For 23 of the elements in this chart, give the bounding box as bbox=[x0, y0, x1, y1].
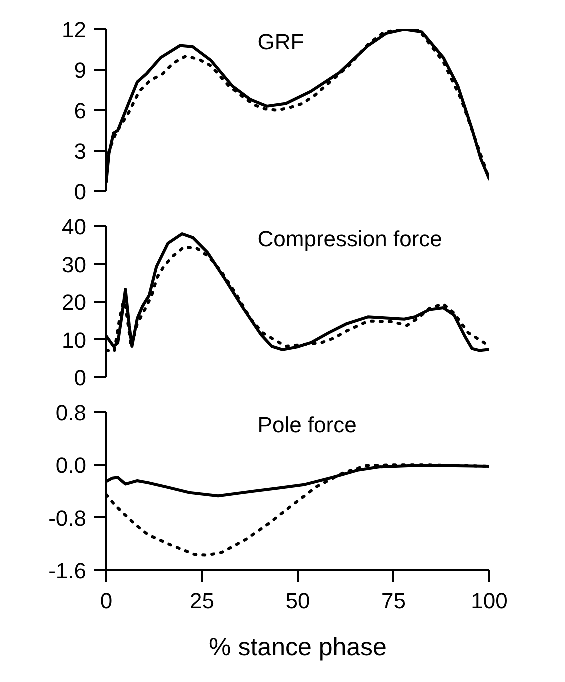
x-axis-title: % stance phase bbox=[209, 634, 387, 662]
y-tick-label: 10 bbox=[62, 328, 87, 353]
x-tick-label: 50 bbox=[286, 588, 310, 614]
y-tick-label: 6 bbox=[74, 98, 87, 124]
x-tick-label: 0 bbox=[100, 588, 113, 614]
chart-title: GRF bbox=[258, 30, 304, 54]
y-tick-label: -0.8 bbox=[48, 506, 87, 531]
x-tick-label: 100 bbox=[471, 588, 508, 614]
y-tick-label: -1.6 bbox=[48, 558, 87, 584]
y-tick-label: 0.0 bbox=[56, 453, 87, 478]
x-tick-label: 25 bbox=[190, 588, 214, 614]
y-tick-label: 0.8 bbox=[56, 400, 87, 426]
chart-title: Compression force bbox=[258, 226, 442, 252]
y-tick-label: 0 bbox=[74, 366, 87, 390]
y-tick-label: 3 bbox=[74, 139, 87, 164]
y-tick-label: 12 bbox=[62, 18, 87, 42]
y-tick-label: 9 bbox=[74, 58, 87, 83]
x-tick-label: 75 bbox=[382, 588, 406, 614]
y-tick-label: 30 bbox=[62, 252, 87, 278]
y-tick-label: 40 bbox=[62, 214, 87, 240]
chart-title: Pole force bbox=[258, 412, 357, 438]
y-tick-label: 0 bbox=[74, 180, 87, 204]
y-tick-label: 20 bbox=[62, 290, 87, 315]
